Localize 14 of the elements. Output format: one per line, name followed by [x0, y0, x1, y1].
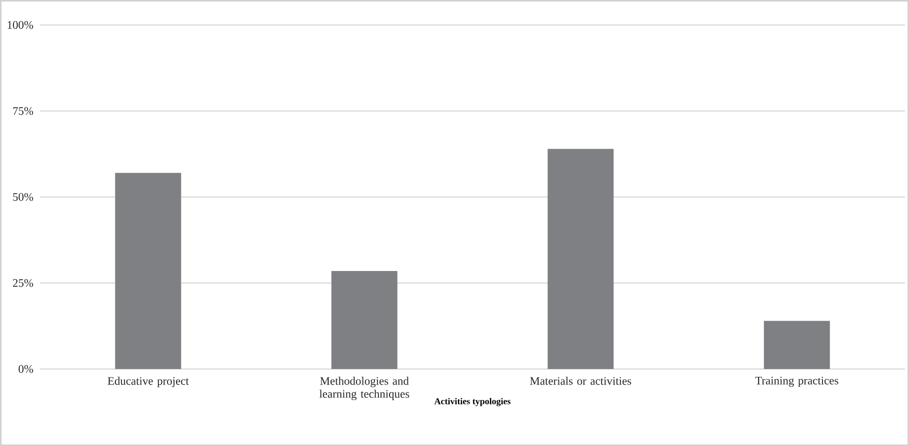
y-tick-label: 0%	[18, 365, 34, 373]
y-tick-label: 100%	[8, 21, 34, 29]
x-axis-title: Activities typologies	[434, 398, 511, 406]
y-tick-label: 25%	[12, 279, 34, 287]
bar	[331, 270, 398, 369]
y-tick-label: 50%	[13, 193, 34, 201]
bar	[115, 172, 182, 369]
x-tick-label: Methodologies and learning techniques	[319, 376, 410, 400]
x-tick-label: Training practices	[755, 376, 838, 387]
x-tick-label: Materials or activities	[530, 376, 632, 385]
bar	[764, 320, 830, 369]
bar	[548, 148, 614, 369]
y-tick-label: 75%	[13, 107, 34, 115]
x-tick-label: Educative project	[108, 376, 189, 388]
